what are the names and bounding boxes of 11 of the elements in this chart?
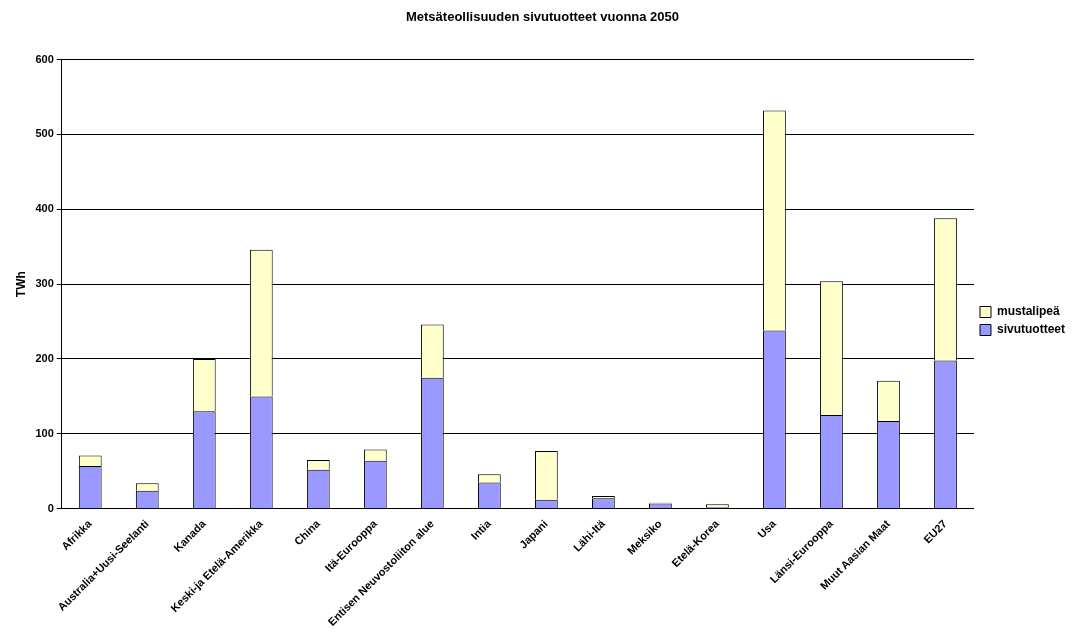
legend-label: mustalipeä <box>997 304 1061 319</box>
y-tick-label: 600 <box>35 52 54 65</box>
chart-title: Metsäteollisuuden sivutuotteet vuonna 2050 <box>405 9 680 25</box>
y-axis-title: TWh <box>13 271 28 298</box>
y-tick-label: 200 <box>35 352 54 365</box>
legend-label: sivutuotteet <box>997 322 1066 337</box>
y-tick-label: 500 <box>35 127 54 140</box>
y-tick-label: 100 <box>35 426 54 439</box>
y-tick-label: 0 <box>47 501 54 514</box>
y-tick-label: 400 <box>35 202 54 215</box>
y-tick-label: 300 <box>35 277 54 290</box>
